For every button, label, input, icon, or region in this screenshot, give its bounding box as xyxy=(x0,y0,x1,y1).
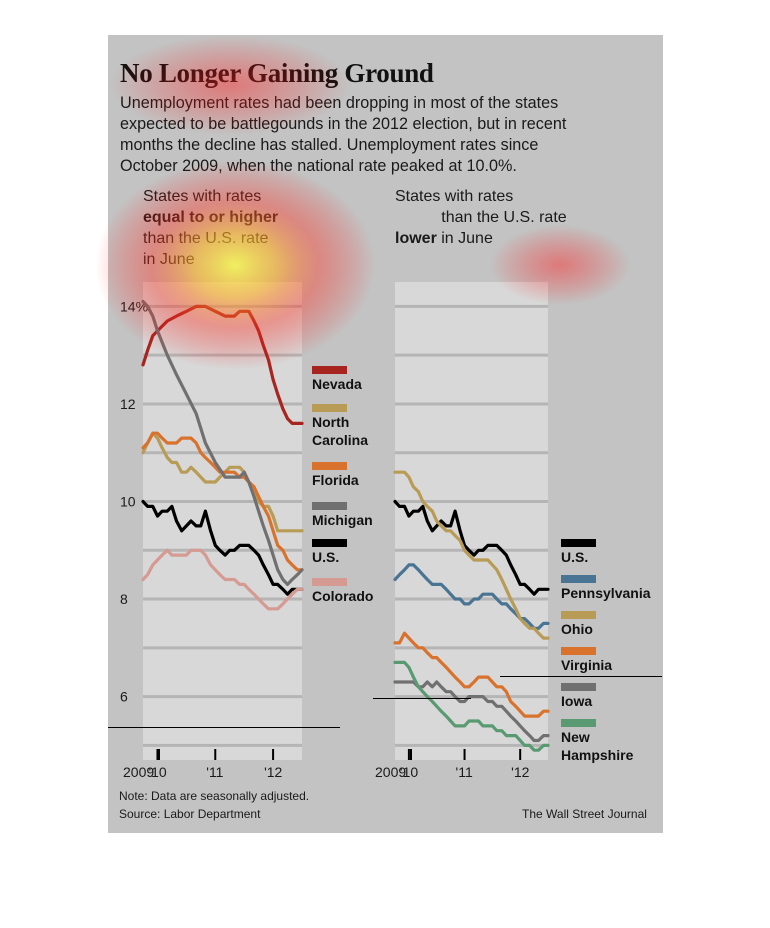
legend-label-pennsylvania: Pennsylvania xyxy=(561,585,651,601)
x-tick-label: '10 xyxy=(148,764,166,780)
legend-swatch-florida xyxy=(312,462,347,470)
legend-label-nevada: Nevada xyxy=(312,376,362,392)
y-tick-label: 6 xyxy=(120,689,128,705)
annotation-rule-left xyxy=(108,727,340,728)
credit-text: The Wall Street Journal xyxy=(522,807,647,821)
right-header-bold: lower xyxy=(395,230,437,247)
right-plot-area xyxy=(395,282,548,760)
legend-label-us: U.S. xyxy=(561,549,588,565)
legend-swatch-ohio xyxy=(561,611,596,619)
x-tick-label: '12 xyxy=(264,764,282,780)
legend-swatch-colorado xyxy=(312,578,347,586)
legend-swatch-us xyxy=(561,539,596,547)
x-tick-label: '12 xyxy=(511,764,529,780)
series-line-new_hampshire xyxy=(393,660,550,752)
y-tick-label: 8 xyxy=(120,591,128,607)
legend-label-north_carolina: Carolina xyxy=(312,432,368,448)
legend-label-florida: Florida xyxy=(312,472,359,488)
series-line-virginia xyxy=(393,631,550,718)
x-tick-label: 2009 xyxy=(375,764,406,780)
right-header-pre: States with rates xyxy=(395,188,514,205)
x-tick-label: '10 xyxy=(400,764,418,780)
series-line-us xyxy=(393,499,550,596)
series-line-us xyxy=(141,499,304,596)
legend-label-ohio: Ohio xyxy=(561,621,593,637)
legend-swatch-michigan xyxy=(312,502,347,510)
y-tick-label: 10 xyxy=(120,493,136,509)
legend-label-new_hampshire: Hampshire xyxy=(561,747,634,763)
legend-swatch-new_hampshire xyxy=(561,719,596,727)
note-text: Note: Data are seasonally adjusted. xyxy=(119,789,310,803)
annotation-rule-right xyxy=(500,676,662,677)
x-tick-label: '11 xyxy=(456,764,473,780)
right-panel-header: States with rates lower than the U.S. ra… xyxy=(395,186,595,249)
legend-swatch-north_carolina xyxy=(312,404,347,412)
source-text: Source: Labor Department xyxy=(119,807,261,821)
legend-swatch-nevada xyxy=(312,366,347,374)
legend-label-us: U.S. xyxy=(312,549,339,565)
legend-label-michigan: Michigan xyxy=(312,512,373,528)
series-line-iowa xyxy=(393,680,550,743)
y-tick-label: 12 xyxy=(120,396,136,412)
legend-swatch-us xyxy=(312,539,347,547)
legend-label-north_carolina: North xyxy=(312,414,349,430)
legend-swatch-virginia xyxy=(561,647,596,655)
legend-label-colorado: Colorado xyxy=(312,588,373,604)
legend-swatch-iowa xyxy=(561,683,596,691)
x-tick-label: '11 xyxy=(206,764,223,780)
legend-label-new_hampshire: New xyxy=(561,729,590,745)
legend-label-iowa: Iowa xyxy=(561,693,592,709)
series-line-colorado xyxy=(141,548,304,611)
legend-swatch-pennsylvania xyxy=(561,575,596,583)
series-line-ohio xyxy=(393,470,550,640)
x-tick-label: 2009 xyxy=(123,764,154,780)
legend-label-virginia: Virginia xyxy=(561,657,612,673)
series-line-pennsylvania xyxy=(393,563,550,630)
right-header-post: than the U.S. rate in June xyxy=(441,209,567,247)
annotation-rule-middle xyxy=(373,698,471,699)
